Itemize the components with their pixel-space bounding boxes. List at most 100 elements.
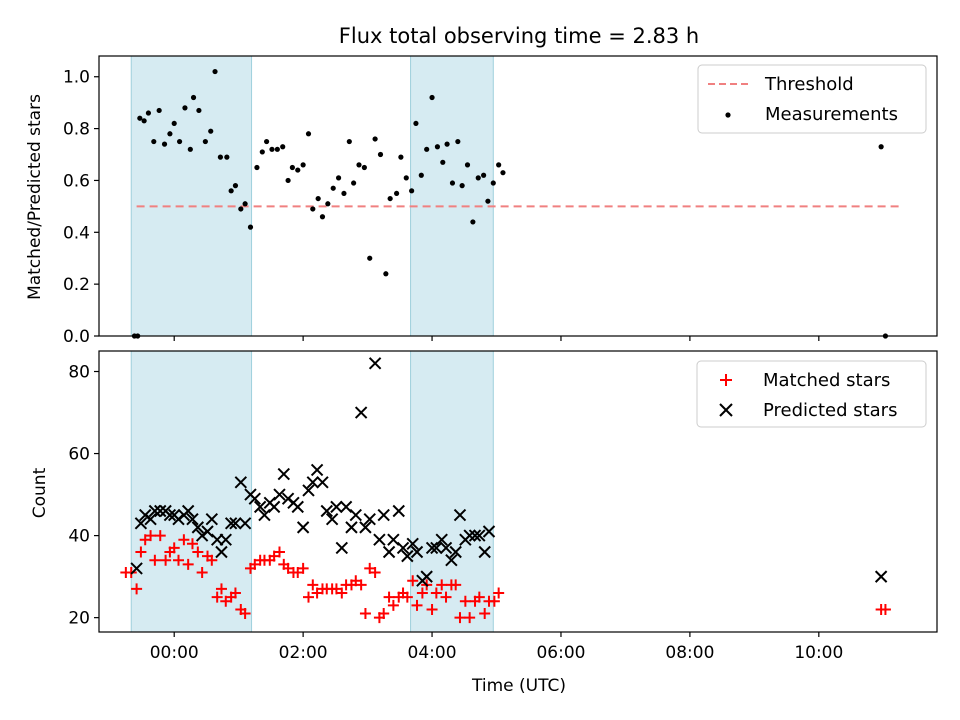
- bottom-xtick-label-5: 10:00: [794, 643, 843, 663]
- matched-stars-point-12: [178, 534, 190, 546]
- measurements-point-60: [434, 144, 441, 150]
- measurements-point-64: [455, 138, 461, 145]
- measurements-point-11: [182, 105, 188, 111]
- bottom-xtick-label-1: 02:00: [279, 643, 328, 663]
- matched-stars-point-7: [154, 530, 166, 542]
- matched-stars-point-56: [387, 599, 399, 611]
- measurements-point-35: [305, 131, 312, 137]
- bottom-legend-box: [696, 360, 927, 428]
- measurements-point-5: [151, 138, 157, 145]
- predicted-stars-point-61: [420, 570, 433, 583]
- measurements-point-18: [217, 154, 224, 160]
- measurements-point-26: [259, 149, 265, 155]
- measurements-point-21: [232, 183, 239, 189]
- measurements-point-68: [475, 175, 481, 181]
- matched-stars-point-18: [206, 554, 218, 566]
- measurements-point-53: [398, 154, 404, 160]
- matched-stars-point-45: [336, 587, 348, 599]
- predicted-stars-point-12: [186, 512, 199, 526]
- measurements-point-41: [335, 175, 342, 181]
- top-ytick-label-0: 0.0: [63, 327, 90, 347]
- measurements-point-40: [330, 185, 336, 191]
- predicted-stars-point-65: [439, 541, 453, 555]
- measurements-point-59: [429, 94, 435, 101]
- predicted-stars-point-1: [134, 517, 148, 530]
- predicted-stars-point-42: [330, 500, 343, 514]
- top-ytick-label-1: 0.2: [63, 275, 90, 295]
- measurements-point-51: [387, 195, 393, 202]
- bottom-xtick-label-0: 00:00: [150, 643, 199, 663]
- matched-stars-point-50: [359, 608, 371, 620]
- predicted-stars-point-46: [349, 508, 362, 522]
- matched-stars-point-78: [493, 587, 505, 599]
- matched-stars-point-39: [307, 579, 319, 591]
- measurements-point-14: [196, 107, 202, 114]
- matched-stars-point-65: [430, 587, 442, 599]
- top-panel: 0.0 0.2 0.4 0.6 0.8 1.0: [63, 55, 938, 347]
- predicted-stars-point-71: [468, 529, 482, 542]
- predicted-stars-point-57: [401, 549, 414, 563]
- matched-stars-point-80: [879, 603, 891, 615]
- matched-stars-point-69: [450, 579, 462, 591]
- matched-stars-point-59: [401, 591, 413, 603]
- predicted-stars-legend-label: Predicted stars: [763, 400, 897, 421]
- measurements-point-57: [418, 172, 424, 178]
- measurements-point-67: [470, 219, 476, 225]
- top-shaded-span-0: [130, 55, 253, 337]
- predicted-stars-point-5: [154, 504, 167, 518]
- measurements-point-15: [202, 138, 208, 145]
- top-legend: Threshold Measurements: [697, 64, 927, 134]
- matched-stars-point-67: [440, 591, 452, 603]
- predicted-stars-point-4: [148, 504, 162, 518]
- measurements-point-30: [280, 144, 286, 150]
- predicted-stars-point-3: [144, 512, 157, 526]
- measurements-point-61: [440, 159, 446, 165]
- predicted-stars-point-22: [234, 476, 248, 489]
- predicted-stars-point-38: [310, 463, 324, 477]
- measurements-point-54: [403, 175, 409, 181]
- predicted-stars-point-48: [359, 521, 372, 534]
- measurements-point-16: [208, 128, 214, 134]
- predicted-stars-point-18: [215, 545, 228, 559]
- predicted-stars-point-21: [229, 517, 242, 530]
- measurements-point-74: [878, 144, 884, 150]
- matched-stars-point-3: [135, 546, 147, 558]
- bottom-ytick-label-2: 60: [68, 445, 90, 465]
- bottom-panel: 20 40 60 80 00:00 02:00 04:00 06:00 08:00 10:00: [68, 350, 938, 663]
- matched-stars-point-32: [273, 546, 285, 558]
- bottom-xtick-label-2: 04:00: [408, 643, 457, 663]
- predicted-stars-point-45: [345, 521, 358, 534]
- measurements-point-39: [325, 201, 331, 207]
- predicted-stars-point-63: [430, 541, 443, 555]
- predicted-stars-point-35: [296, 521, 310, 534]
- predicted-stars-point-27: [258, 508, 271, 522]
- measurements-point-70: [485, 198, 491, 204]
- matched-stars-point-25: [239, 608, 251, 620]
- predicted-stars-legend-swatch: [719, 403, 733, 417]
- measurements-point-25: [254, 164, 260, 171]
- predicted-stars-point-15: [201, 525, 214, 538]
- matched-stars-point-77: [488, 595, 500, 607]
- matched-stars-point-19: [211, 591, 223, 603]
- top-ytick-label-3: 0.6: [63, 171, 90, 191]
- predicted-stars-point-49: [363, 512, 376, 526]
- matched-stars-point-75: [479, 608, 491, 620]
- measurements-point-34: [300, 162, 306, 168]
- predicted-stars-point-13: [191, 521, 205, 534]
- bottom-ytick-label-3: 80: [68, 363, 90, 383]
- measurements-point-22: [238, 206, 244, 212]
- predicted-stars-point-72: [473, 529, 486, 542]
- measurements-point-2: [137, 115, 143, 121]
- predicted-stars-point-23: [238, 517, 252, 530]
- matched-stars-point-54: [378, 608, 390, 620]
- bottom-xtick-label-3: 06:00: [536, 643, 585, 663]
- predicted-stars-series: [130, 357, 888, 587]
- measurements-point-50: [383, 271, 389, 277]
- matched-stars-point-37: [297, 562, 309, 574]
- measurements-point-13: [190, 94, 197, 101]
- measurements-point-46: [361, 164, 367, 171]
- matched-stars-point-71: [459, 595, 471, 607]
- predicted-stars-point-73: [478, 545, 491, 559]
- measurements-point-42: [341, 190, 347, 197]
- measurements-point-19: [224, 154, 230, 160]
